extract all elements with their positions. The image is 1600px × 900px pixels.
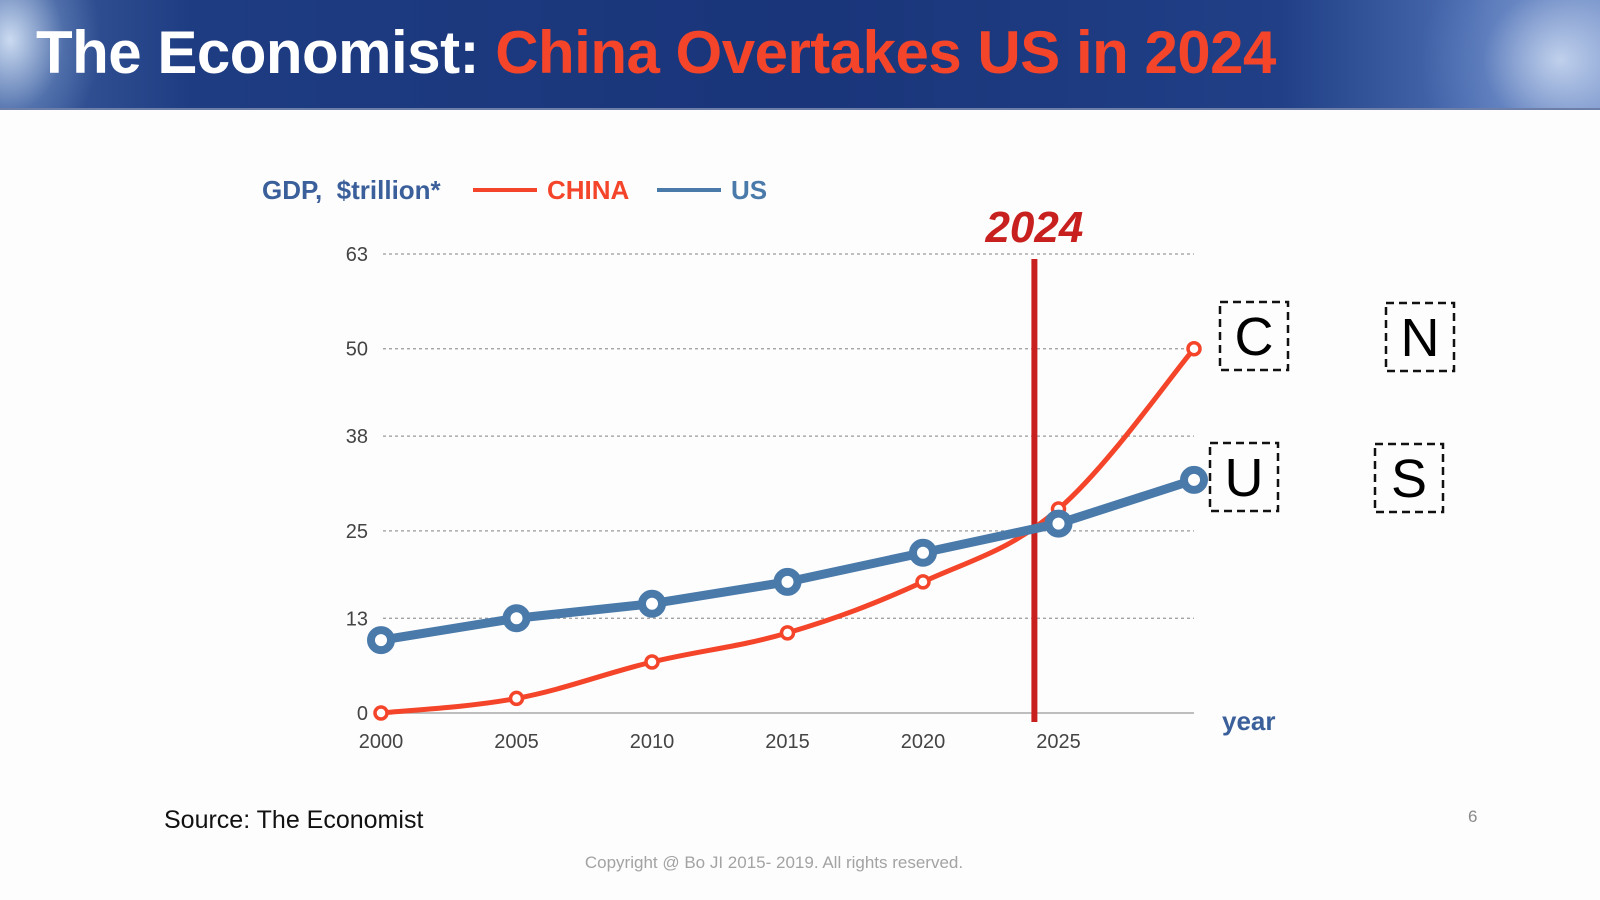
y-tick-label: 13 xyxy=(346,608,368,630)
svg-text:N: N xyxy=(1401,308,1440,368)
series-us xyxy=(367,465,1208,655)
source-note: Source: The Economist xyxy=(164,806,424,834)
china-point xyxy=(644,654,660,670)
china-point xyxy=(915,574,931,590)
us-point xyxy=(502,604,531,633)
china-point xyxy=(508,690,525,707)
y-tick-label: 38 xyxy=(346,426,368,448)
boxed-letter-c: C xyxy=(1218,300,1290,372)
svg-text:C: C xyxy=(1235,307,1274,367)
x-tick-label: 2010 xyxy=(630,731,675,753)
chart-title: GDP, $trillion* xyxy=(262,175,442,205)
title-prefix: The Economist: xyxy=(36,19,480,86)
copyright-footer: Copyright @ Bo JI 2015- 2019. All rights… xyxy=(584,853,964,872)
us-point xyxy=(367,626,395,655)
x-tick-label: 2020 xyxy=(901,731,946,753)
legend-china-label: CHINA xyxy=(547,175,630,205)
x-tick-label: 2015 xyxy=(765,731,810,753)
marker-label-2024: 2024 xyxy=(984,203,1083,252)
boxed-letter-s: S xyxy=(1373,442,1445,514)
us-point xyxy=(1180,465,1208,494)
title-banner xyxy=(0,0,1600,110)
grid-lines xyxy=(383,253,1194,619)
x-axis-label: year xyxy=(1222,706,1276,736)
y-tick-label: 50 xyxy=(346,339,368,361)
us-point xyxy=(909,538,937,567)
x-tick-label: 2000 xyxy=(359,731,404,753)
boxed-letter-n: N xyxy=(1384,301,1456,373)
us-point xyxy=(773,567,802,596)
y-tick-label: 63 xyxy=(346,244,368,266)
y-tick-label: 25 xyxy=(346,521,368,543)
us-point xyxy=(638,589,666,618)
x-tick-label: 2005 xyxy=(494,731,539,753)
china-point xyxy=(1186,340,1202,357)
china-point xyxy=(373,705,389,721)
slide-title: The Economist: China Overtakes US in 202… xyxy=(36,18,1276,88)
page-number: 6 xyxy=(1468,807,1478,826)
year-marker: 2024 xyxy=(984,203,1083,722)
x-axis-ticks: 2000 2005 2010 2015 2020 2025 xyxy=(359,731,1081,753)
y-axis-ticks: 0 13 25 38 50 63 xyxy=(346,244,368,725)
boxed-letter-u: U xyxy=(1208,441,1280,513)
x-tick-label: 2025 xyxy=(1036,731,1081,753)
china-point xyxy=(779,625,796,641)
us-point xyxy=(1044,509,1073,538)
legend-us-label: US xyxy=(731,175,767,205)
title-headline: China Overtakes US in 2024 xyxy=(495,19,1276,86)
y-tick-label: 0 xyxy=(357,703,368,725)
svg-text:S: S xyxy=(1391,449,1427,509)
svg-text:U: U xyxy=(1225,448,1264,508)
